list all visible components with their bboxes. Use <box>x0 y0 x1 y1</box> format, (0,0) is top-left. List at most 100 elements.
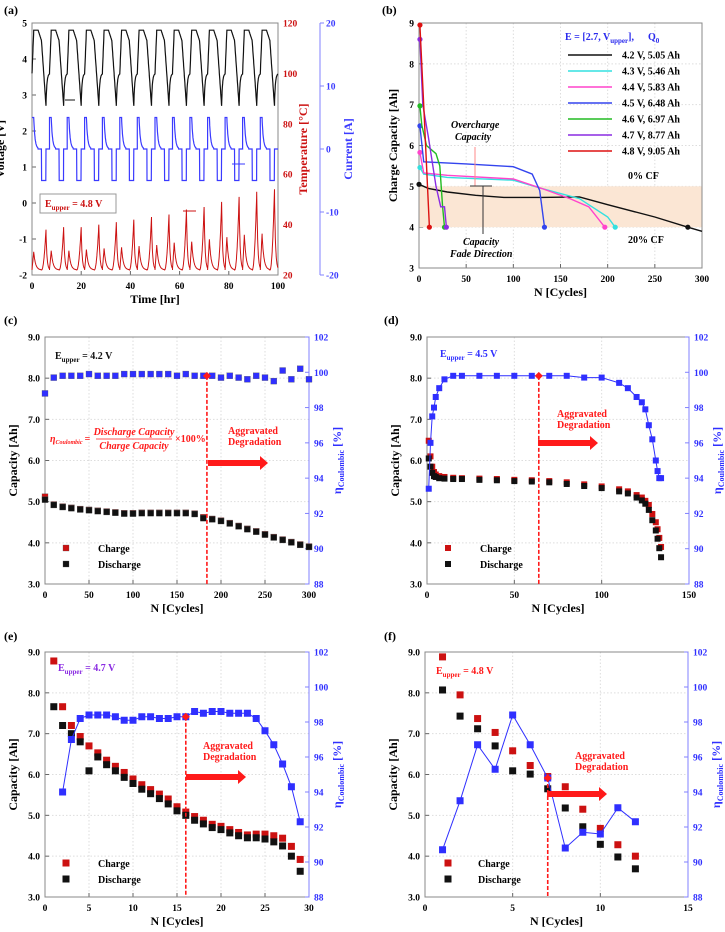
x-tick-label: 0 <box>425 591 430 601</box>
right-tick-label: 90 <box>693 859 703 869</box>
y-tick-label: 8.0 <box>28 689 40 699</box>
efficiency-point <box>147 713 155 721</box>
x-tick-label: 150 <box>553 275 568 285</box>
discharge-point <box>243 834 251 842</box>
efficiency-point <box>270 377 277 385</box>
charge-point <box>147 786 155 794</box>
arrow-right-icon <box>186 770 246 784</box>
charge-point <box>155 790 163 798</box>
current-tick-label: 0 <box>326 146 331 156</box>
efficiency-point <box>129 370 137 378</box>
efficiency-point <box>439 846 447 854</box>
charge-point <box>50 657 58 665</box>
legend-discharge-label: Discharge <box>478 875 521 886</box>
efficiency-point <box>474 741 482 749</box>
series-line <box>419 39 448 228</box>
charge-point <box>138 781 146 789</box>
y-tick-label: 6 <box>409 142 414 152</box>
discharge-point <box>147 510 154 517</box>
y-tick-label: 6.0 <box>28 771 40 781</box>
discharge-point <box>450 476 457 483</box>
right-tick-label: 100 <box>314 369 329 379</box>
y-tick-label: 4 <box>22 56 27 66</box>
y-tick-label: 8.0 <box>410 375 422 385</box>
discharge-point <box>458 476 465 483</box>
efficiency-point <box>476 372 483 379</box>
e-upper-sub: upper <box>62 356 80 364</box>
panel-d: (d) 0 50 100 150 3.0 4.0 5.0 6.0 7.0 8.0 9.0 N [Cycl… <box>384 313 725 615</box>
y-tick-label: -1 <box>19 236 27 246</box>
efficiency-point <box>528 372 535 379</box>
efficiency-point <box>261 727 269 735</box>
y-tick-label: 7.0 <box>408 730 420 740</box>
annotation-overcharge-2: Capacity <box>455 132 492 143</box>
charge-point <box>649 511 656 518</box>
efficiency-point <box>270 741 278 749</box>
discharge-point <box>581 483 588 490</box>
legend-title-sub: upper <box>610 37 628 45</box>
discharge-point <box>129 510 137 517</box>
discharge-point <box>476 476 483 483</box>
temperature-series-line <box>31 189 279 272</box>
charge-point <box>261 830 269 838</box>
legend-charge-label: Charge <box>98 859 130 870</box>
e-upper-label: Eupper = 4.5 V <box>440 349 498 362</box>
right-tick-label: 102 <box>693 649 708 659</box>
x-axis-label: N [Cycles] <box>534 285 587 299</box>
right-tick-label: 96 <box>694 439 704 449</box>
temp-tick-label: 20 <box>283 272 293 282</box>
e-upper-main: E <box>45 199 52 210</box>
degradation-onset-marker <box>181 712 190 721</box>
discharge-point <box>305 543 313 551</box>
discharge-point <box>652 527 659 534</box>
right-tick-label: 90 <box>314 859 324 869</box>
discharge-point <box>226 829 234 837</box>
discharge-point <box>432 473 439 480</box>
x-tick-label: 200 <box>601 275 616 285</box>
charge-point <box>67 722 75 729</box>
y-tick-label: 6.0 <box>408 771 420 781</box>
legend-discharge-swatch <box>62 875 70 883</box>
legend-label: 4.7 V, 8.77 Ah <box>622 131 680 142</box>
efficiency-point <box>85 370 93 378</box>
y-tick-label: 5 <box>22 20 27 30</box>
efficiency-point <box>638 399 645 406</box>
efficiency-point <box>94 711 102 719</box>
discharge-point <box>645 506 652 513</box>
y-tick-label: 7.0 <box>410 416 422 426</box>
right-axis-label: ηCoulombic [%] <box>710 427 725 494</box>
e-upper-main: E <box>55 351 62 362</box>
efficiency-point <box>112 372 119 379</box>
arrow-right-icon <box>208 456 268 470</box>
legend-label: 4.8 V, 9.05 Ah <box>622 147 680 158</box>
x-tick-label: 50 <box>84 591 94 601</box>
y-tick-label: 4.0 <box>408 853 420 863</box>
discharge-point <box>509 767 517 775</box>
eta-unit: [%] <box>330 427 344 450</box>
legend-label: 4.4 V, 5.83 Ah <box>622 83 680 94</box>
discharge-point <box>235 832 243 840</box>
legend-charge-swatch <box>444 859 452 867</box>
y-tick-label: 9.0 <box>28 649 40 659</box>
series-line <box>419 152 606 228</box>
panel-e: (e) 0 5 10 15 20 25 30 3.0 4.0 5.0 6.0 7.0 8.0 9.0 N [C… <box>4 629 346 928</box>
x-tick-label: 50 <box>461 275 471 285</box>
current-tick-label: 10 <box>326 83 336 93</box>
right-axis-label: ηCoulombic [%] <box>330 427 346 494</box>
eta-unit: [%] <box>709 741 723 764</box>
degradation-onset-marker <box>534 371 543 380</box>
discharge-point <box>199 820 207 828</box>
x-tick-label: 50 <box>510 591 520 601</box>
arrow-right-icon <box>547 787 607 801</box>
efficiency-point <box>235 709 243 717</box>
discharge-point <box>76 738 84 746</box>
efficiency-point <box>441 376 448 383</box>
efficiency-point <box>511 372 518 379</box>
degradation-label-2: Degradation <box>203 752 257 763</box>
efficiency-point <box>111 713 119 721</box>
y-tick-label: 9.0 <box>410 334 422 344</box>
y-tick-label: 3 <box>409 265 414 275</box>
series-endpoint <box>612 224 618 230</box>
series-endpoint <box>417 103 423 109</box>
annotation-fade-1: Capacity <box>463 237 500 248</box>
